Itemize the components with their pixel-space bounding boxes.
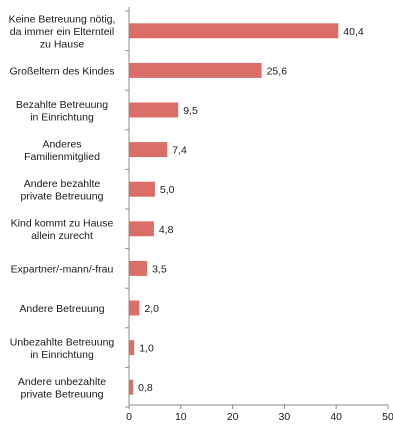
category-labels: Keine Betreuung nötig, da immer ein Elter… bbox=[9, 13, 116, 400]
category-label-line: Familienmitglied bbox=[24, 151, 100, 163]
category-label-line: da immer ein Elternteil bbox=[10, 26, 114, 38]
category-label-line: Bezahlte Betreuung bbox=[16, 99, 108, 111]
category-label-8: Andere Betreuung bbox=[19, 303, 104, 315]
bar-8 bbox=[129, 300, 140, 316]
bar-3 bbox=[129, 102, 179, 118]
category-label-line: Andere bezahlte bbox=[24, 178, 101, 190]
value-label-6: 4,8 bbox=[159, 224, 174, 236]
category-label-line: zu Hause bbox=[40, 38, 85, 50]
bar-5 bbox=[129, 181, 155, 197]
value-label-10: 0,8 bbox=[138, 382, 153, 394]
category-label-10: Andere unbezahlte private Betreuung bbox=[18, 376, 106, 401]
category-label-line: Großeltern des Kindes bbox=[9, 65, 114, 77]
x-tick-label: 10 bbox=[175, 411, 187, 423]
value-label-7: 3,5 bbox=[152, 263, 167, 275]
value-label-5: 5,0 bbox=[160, 184, 175, 196]
value-label-3: 9,5 bbox=[183, 105, 198, 117]
bar-4 bbox=[129, 142, 168, 158]
bar-1 bbox=[129, 23, 339, 39]
category-label-line: Anderes bbox=[42, 138, 81, 150]
bar-2 bbox=[129, 62, 262, 78]
category-label-2: Großeltern des Kindes bbox=[9, 65, 114, 77]
bar-7 bbox=[129, 260, 148, 276]
category-label-5: Andere bezahlte private Betreuung bbox=[21, 178, 104, 203]
value-label-9: 1,0 bbox=[139, 343, 154, 355]
axes: 0 10 20 30 40 50 bbox=[125, 7, 393, 423]
category-label-line: Keine Betreuung nötig, bbox=[9, 13, 116, 25]
category-label-line: private Betreuung bbox=[21, 191, 104, 203]
category-label-line: allein zurecht bbox=[31, 230, 93, 242]
x-tick-label: 50 bbox=[382, 411, 393, 423]
category-label-line: Kind kommt zu Hause bbox=[11, 218, 114, 230]
x-tick-label: 0 bbox=[126, 411, 132, 423]
value-label-2: 25,6 bbox=[267, 65, 288, 77]
category-label-line: in Einrichtung bbox=[30, 349, 94, 361]
category-label-7: Expartner/-mann/-frau bbox=[11, 263, 114, 275]
category-label-line: Andere Betreuung bbox=[19, 303, 104, 315]
value-label-4: 7,4 bbox=[172, 145, 187, 157]
category-label-line: Unbezahlte Betreuung bbox=[10, 336, 115, 348]
x-tick-label: 20 bbox=[227, 411, 239, 423]
bar-10 bbox=[129, 379, 134, 395]
value-label-8: 2,0 bbox=[144, 303, 159, 315]
category-label-4: Anderes Familienmitglied bbox=[24, 138, 100, 163]
category-label-line: Andere unbezahlte bbox=[18, 376, 106, 388]
category-label-3: Bezahlte Betreuung in Einrichtung bbox=[16, 99, 108, 124]
bar-6 bbox=[129, 221, 154, 237]
bars bbox=[129, 23, 339, 395]
value-label-1: 40,4 bbox=[343, 26, 364, 38]
value-labels: 40,4 25,6 9,5 7,4 5,0 4,8 3,5 2,0 1,0 0,8 bbox=[138, 26, 364, 394]
category-label-9: Unbezahlte Betreuung in Einrichtung bbox=[10, 336, 115, 361]
bar-9 bbox=[129, 340, 135, 356]
x-tick-label: 40 bbox=[330, 411, 342, 423]
x-tick-label: 30 bbox=[279, 411, 291, 423]
category-label-line: Expartner/-mann/-frau bbox=[11, 263, 114, 275]
category-label-line: private Betreuung bbox=[21, 388, 104, 400]
category-label-1: Keine Betreuung nötig, da immer ein Elter… bbox=[9, 13, 116, 50]
category-label-line: in Einrichtung bbox=[30, 111, 94, 123]
category-label-6: Kind kommt zu Hause allein zurecht bbox=[11, 218, 114, 243]
